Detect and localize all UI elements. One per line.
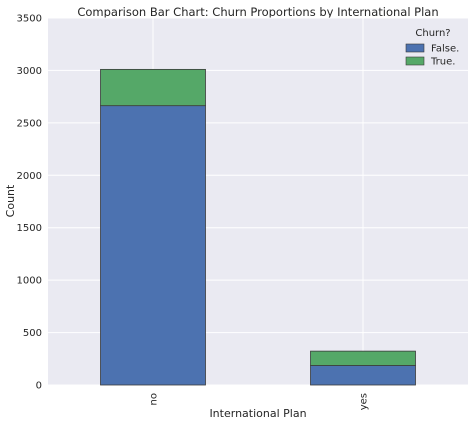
bar-no-false <box>100 105 206 386</box>
x-axis-label: International Plan <box>209 407 306 420</box>
y-tick-label: 3500 <box>17 14 42 25</box>
y-axis-ticks: 0 500 1000 1500 2000 2500 3000 3500 <box>17 14 42 392</box>
legend-label: False. <box>431 44 459 55</box>
bars <box>100 68 416 386</box>
legend-swatch <box>405 43 425 53</box>
bar-yes-true <box>310 350 416 366</box>
bar-yes-false <box>310 365 416 386</box>
y-tick-label: 500 <box>23 328 42 339</box>
x-tick-label: no <box>149 393 160 405</box>
y-tick-label: 2500 <box>17 118 42 129</box>
y-tick-label: 1000 <box>17 276 42 287</box>
y-tick-label: 3000 <box>17 66 42 77</box>
legend-swatch <box>405 56 425 66</box>
bar-no-true <box>100 68 206 107</box>
y-axis-label: Count <box>4 184 17 217</box>
legend-label: True. <box>430 57 455 68</box>
y-tick-label: 0 <box>36 381 42 392</box>
x-axis-ticks: no yes <box>149 393 370 410</box>
y-tick-label: 1500 <box>17 223 42 234</box>
x-tick-label: yes <box>359 393 370 410</box>
legend: Churn? False. True. <box>405 28 459 68</box>
chart-title: Comparison Bar Chart: Churn Proportions … <box>77 5 438 19</box>
y-tick-label: 2000 <box>17 171 42 182</box>
legend-title: Churn? <box>415 28 450 39</box>
